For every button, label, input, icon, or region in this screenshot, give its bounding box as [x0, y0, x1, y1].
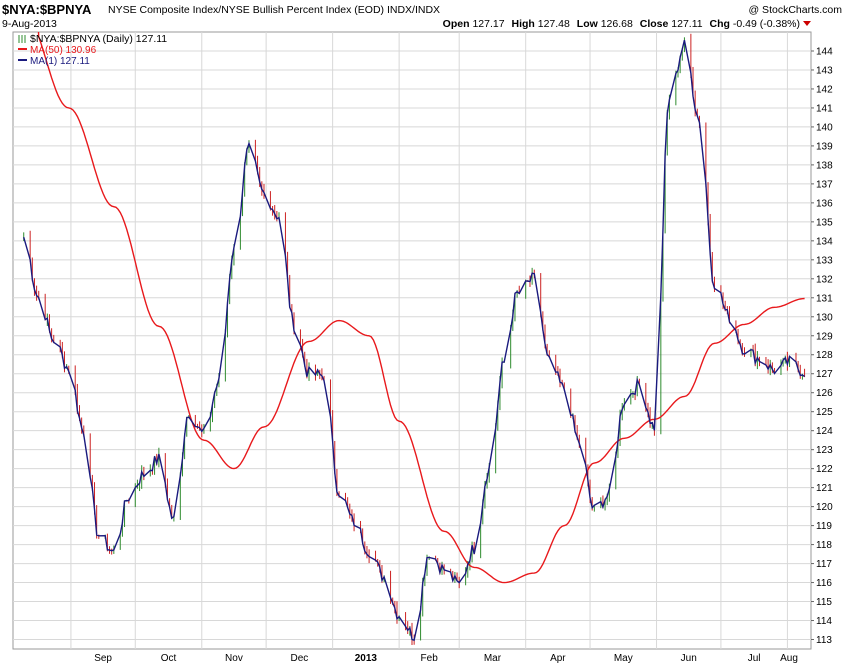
y-tick-label: 129	[816, 331, 833, 342]
y-tick-label: 128	[816, 350, 833, 361]
x-tick-label: Mar	[484, 653, 502, 664]
ohlc-icon	[18, 35, 26, 43]
y-tick-label: 116	[816, 578, 832, 589]
y-tick-label: 130	[816, 312, 833, 323]
watermark: @ StockCharts.com	[748, 4, 842, 16]
y-tick-label: 122	[816, 464, 833, 475]
y-tick-label: 132	[816, 274, 833, 285]
y-tick-label: 121	[816, 483, 833, 494]
legend-label-ma50: MA(50) 130.96	[30, 45, 97, 56]
y-tick-label: 123	[816, 445, 833, 456]
grid	[13, 32, 811, 649]
legend-label-price: $NYA:$BPNYA (Daily) 127.11	[30, 33, 167, 45]
x-tick-label: Apr	[550, 653, 566, 664]
legend-label-ma1: MA(1) 127.11	[30, 56, 90, 67]
low-label: Low	[577, 18, 599, 30]
ma50-line	[37, 32, 805, 584]
legend-item-price: $NYA:$BPNYA (Daily) 127.11	[18, 33, 167, 45]
close-value: 127.11	[671, 18, 702, 30]
y-tick-label: 143	[816, 65, 833, 76]
open-value: 127.17	[472, 18, 504, 30]
high-value: 127.48	[538, 18, 570, 30]
high-label: High	[511, 18, 534, 30]
y-tick-label: 124	[816, 426, 833, 437]
x-tick-label: Nov	[225, 653, 243, 664]
x-tick-label: May	[614, 653, 633, 664]
down-arrow-icon	[803, 21, 811, 26]
price-line	[23, 39, 805, 642]
x-tick-label: Dec	[290, 653, 308, 664]
y-tick-label: 141	[816, 103, 833, 114]
header-date: 9-Aug-2013	[2, 18, 57, 30]
y-tick-label: 135	[816, 217, 833, 228]
y-tick-label: 117	[816, 559, 832, 570]
y-tick-label: 133	[816, 255, 833, 266]
close-label: Close	[640, 18, 669, 30]
y-tick-label: 138	[816, 160, 833, 171]
y-tick-label: 127	[816, 369, 833, 380]
ohlc-readout: Open 127.17 High 127.48 Low 126.68 Close…	[443, 18, 800, 30]
y-tick-label: 113	[816, 635, 832, 646]
y-tick-label: 144	[816, 46, 833, 57]
symbol-description: NYSE Composite Index/NYSE Bullish Percen…	[108, 4, 440, 16]
legend-item-ma1: MA(1) 127.11	[18, 56, 90, 67]
y-tick-label: 140	[816, 122, 833, 133]
x-axis: Sep Oct Nov Dec 2013 Feb Mar Apr May Jun Jul Aug	[94, 653, 798, 664]
y-tick-label: 114	[816, 616, 832, 627]
y-tick-label: 125	[816, 407, 833, 418]
y-tick-label: 131	[816, 293, 833, 304]
symbol-title: $NYA:$BPNYA	[2, 2, 92, 17]
y-tick-label: 118	[816, 540, 832, 551]
x-tick-label: Jun	[681, 653, 697, 664]
x-tick-label: Aug	[780, 653, 798, 664]
y-axis: 113 114 115 116 117 118 119 120 121 122 123 124 125 1…	[811, 46, 833, 646]
low-value: 126.68	[601, 18, 633, 30]
chg-label: Chg	[710, 18, 730, 30]
y-tick-label: 119	[816, 521, 832, 532]
y-tick-label: 142	[816, 84, 833, 95]
open-label: Open	[443, 18, 470, 30]
chart-header: $NYA:$BPNYA NYSE Composite Index/NYSE Bu…	[2, 2, 842, 30]
x-tick-label: 2013	[355, 653, 378, 664]
chg-value: -0.49 (-0.38%)	[733, 18, 800, 30]
legend: $NYA:$BPNYA (Daily) 127.11 MA(50) 130.96…	[18, 33, 167, 67]
y-tick-label: 134	[816, 236, 833, 247]
legend-item-ma50: MA(50) 130.96	[18, 45, 97, 56]
plot-background	[12, 31, 812, 650]
y-tick-label: 137	[816, 179, 833, 190]
y-tick-label: 120	[816, 502, 833, 513]
y-tick-label: 115	[816, 597, 832, 608]
x-tick-label: Feb	[421, 653, 439, 664]
x-tick-label: Jul	[748, 653, 761, 664]
x-tick-label: Sep	[94, 653, 112, 664]
x-tick-label: Oct	[161, 653, 177, 664]
y-tick-label: 126	[816, 388, 833, 399]
y-tick-label: 136	[816, 198, 833, 209]
y-tick-label: 139	[816, 141, 833, 152]
